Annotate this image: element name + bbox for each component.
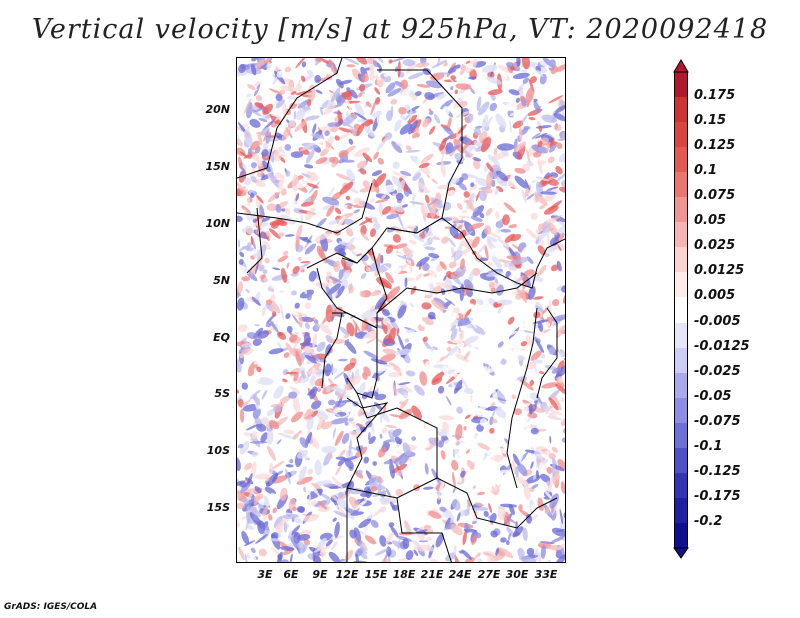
colorbar-segment <box>674 522 688 549</box>
lon-label: 9E <box>312 568 328 581</box>
colorbar-segment <box>674 397 688 424</box>
colorbar-label: -0.0125 <box>694 338 750 354</box>
colorbar-segment <box>674 497 688 524</box>
lon-label: 33E <box>534 568 558 581</box>
colorbar-label: 0.075 <box>694 188 736 204</box>
lat-label: EQ <box>213 331 230 344</box>
lat-label: 5N <box>213 274 230 287</box>
lat-label: 15N <box>205 160 230 173</box>
colorbar-segment <box>674 372 688 399</box>
colorbar-label: 0.005 <box>694 288 736 304</box>
map-field <box>237 58 565 562</box>
colorbar-segment <box>674 72 688 98</box>
colorbar-segment <box>674 172 688 198</box>
colorbar-label: -0.075 <box>694 413 741 429</box>
lon-label: 27E <box>477 568 501 581</box>
colorbar-label: 0.125 <box>694 138 736 154</box>
map-panel <box>236 57 566 563</box>
colorbar-segment <box>674 422 688 449</box>
grads-footer: GrADS: IGES/COLA <box>4 602 98 612</box>
colorbar-label: 0.05 <box>694 213 727 229</box>
colorbar-segment <box>674 97 688 123</box>
colorbar-segment <box>674 147 688 173</box>
colorbar-segment <box>674 322 688 349</box>
colorbar-label: 0.175 <box>694 88 736 104</box>
colorbar-segment <box>674 122 688 148</box>
colorbar-label: -0.125 <box>694 463 741 479</box>
colorbar-segment <box>674 472 688 499</box>
colorbar-label: 0.025 <box>694 238 736 254</box>
lon-label: 12E <box>335 568 359 581</box>
colorbar-label: -0.175 <box>694 488 741 504</box>
colorbar-segment <box>674 197 688 223</box>
lat-label: 20N <box>205 103 230 116</box>
colorbar-segment <box>674 297 688 324</box>
colorbar-segment <box>674 347 688 374</box>
colorbar-label: -0.05 <box>694 388 732 404</box>
colorbar-segment <box>674 247 688 273</box>
lon-label: 18E <box>392 568 416 581</box>
colorbar-label: 0.0125 <box>694 263 745 279</box>
lon-label: 21E <box>420 568 444 581</box>
lat-label: 5S <box>214 387 230 400</box>
lon-label: 24E <box>448 568 472 581</box>
colorbar-label: -0.025 <box>694 363 741 379</box>
map-title: Vertical velocity [m/s] at 925hPa, VT: 2… <box>31 14 769 45</box>
colorbar-label: 0.1 <box>694 163 718 179</box>
lat-label: 15S <box>206 501 230 514</box>
colorbar-segment <box>674 222 688 248</box>
colorbar-label: -0.1 <box>694 438 723 454</box>
lon-label: 30E <box>505 568 529 581</box>
colorbar-label: -0.2 <box>694 513 723 529</box>
lat-label: 10S <box>206 444 230 457</box>
colorbar-segment <box>674 272 688 298</box>
colorbar-label: 0.15 <box>694 113 727 129</box>
colorbar-segment <box>674 447 688 474</box>
lon-label: 3E <box>257 568 273 581</box>
colorbar-arrows <box>673 59 689 559</box>
lon-label: 6E <box>283 568 299 581</box>
colorbar-label: -0.005 <box>694 313 741 329</box>
lat-label: 10N <box>205 217 230 230</box>
lon-label: 15E <box>364 568 388 581</box>
